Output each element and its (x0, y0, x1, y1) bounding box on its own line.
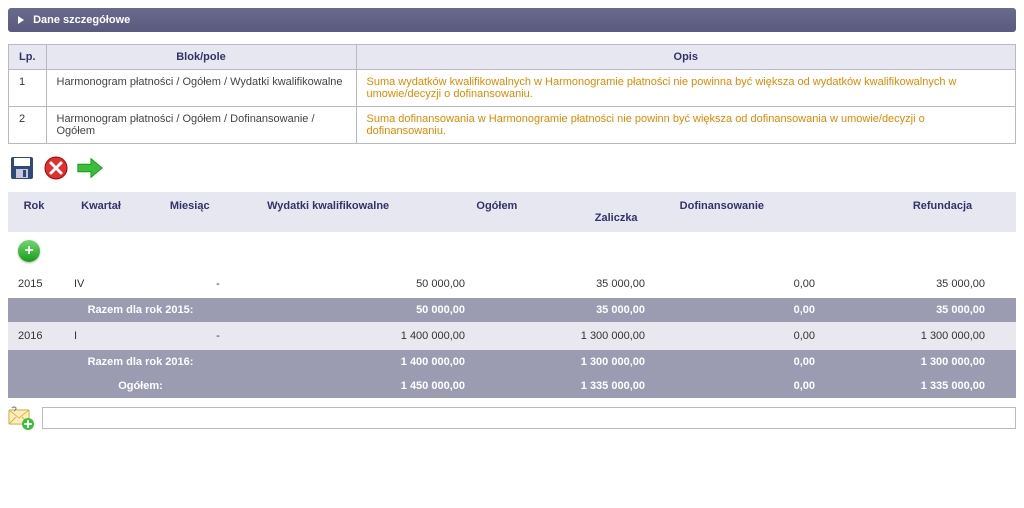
panel-header[interactable]: Dane szczegółowe (8, 8, 1016, 32)
total-zaliczka: 0,00 (663, 380, 833, 392)
col-ogolem: Ogółem (419, 200, 575, 224)
sum-ogolem: 35 000,00 (483, 304, 663, 316)
cell-blok: Harmonogram płatności / Ogółem / Dofinan… (46, 107, 356, 144)
cell-ogolem: 1 300 000,00 (483, 330, 663, 342)
attach-note-button[interactable] (8, 406, 36, 430)
grid-row: 2016 I - 1 400 000,00 1 300 000,00 0,00 … (8, 322, 1016, 350)
col-kwartal: Kwartał (60, 200, 142, 224)
cell-rok: 2016 (8, 330, 68, 342)
next-button[interactable] (76, 154, 104, 182)
mail-add-icon (8, 406, 36, 430)
total-ogolem: 1 335 000,00 (483, 380, 663, 392)
details-table: Lp. Blok/pole Opis 1 Harmonogram płatnoś… (8, 44, 1016, 144)
cell-lp: 2 (9, 107, 47, 144)
cell-blok: Harmonogram płatności / Ogółem / Wydatki… (46, 70, 356, 107)
cell-wydatki: 1 400 000,00 (273, 330, 483, 342)
cell-refundacja: 35 000,00 (833, 278, 1003, 290)
cell-zaliczka: 0,00 (663, 278, 833, 290)
plus-icon: + (24, 242, 33, 259)
total-label: Ogółem: (8, 380, 273, 392)
cell-refundacja: 1 300 000,00 (833, 330, 1003, 342)
cell-lp: 1 (9, 70, 47, 107)
footer (8, 406, 1016, 430)
cell-wydatki: 50 000,00 (273, 278, 483, 290)
col-opis: Opis (356, 45, 1016, 70)
sum-wydatki: 50 000,00 (273, 304, 483, 316)
table-row: 2 Harmonogram płatności / Ogółem / Dofin… (9, 107, 1016, 144)
sum-row: Razem dla rok 2015: 50 000,00 35 000,00 … (8, 298, 1016, 322)
col-dofinansowanie: Dofinansowanie (575, 200, 869, 212)
arrow-right-icon (76, 155, 104, 181)
sum-label: Razem dla rok 2015: (8, 304, 273, 316)
cell-kwartal: IV (68, 278, 163, 290)
cell-miesiac: - (163, 330, 273, 342)
cancel-icon (43, 155, 69, 181)
panel-title: Dane szczegółowe (33, 14, 130, 26)
floppy-icon (9, 155, 35, 181)
cell-kwartal: I (68, 330, 163, 342)
sum-zaliczka: 0,00 (663, 356, 833, 368)
sum-wydatki: 1 400 000,00 (273, 356, 483, 368)
sum-label: Razem dla rok 2016: (8, 356, 273, 368)
cancel-button[interactable] (42, 154, 70, 182)
sum-row: Razem dla rok 2016: 1 400 000,00 1 300 0… (8, 350, 1016, 374)
add-button[interactable]: + (18, 240, 40, 262)
cell-opis: Suma dofinansowania w Harmonogramie płat… (356, 107, 1016, 144)
toolbar (8, 154, 1016, 182)
sum-ogolem: 1 300 000,00 (483, 356, 663, 368)
col-zaliczka: Zaliczka (595, 212, 638, 224)
cell-zaliczka: 0,00 (663, 330, 833, 342)
grid-header: Rok Kwartał Miesiąc Wydatki kwalifikowal… (8, 192, 1016, 232)
sum-refundacja: 1 300 000,00 (833, 356, 1003, 368)
sum-zaliczka: 0,00 (663, 304, 833, 316)
col-refundacja: Refundacja (869, 200, 1016, 224)
cell-opis: Suma wydatków kwalifikowalnych w Harmono… (356, 70, 1016, 107)
col-dofinansowanie-group: Dofinansowanie Zaliczka (575, 200, 869, 224)
expand-arrow-icon (18, 16, 24, 24)
total-row: Ogółem: 1 450 000,00 1 335 000,00 0,00 1… (8, 374, 1016, 398)
col-lp: Lp. (9, 45, 47, 70)
cell-ogolem: 35 000,00 (483, 278, 663, 290)
col-wydatki: Wydatki kwalifikowalne (237, 200, 419, 224)
note-input[interactable] (42, 407, 1016, 429)
col-miesiac: Miesiąc (142, 200, 237, 224)
cell-rok: 2015 (8, 278, 68, 290)
save-button[interactable] (8, 154, 36, 182)
table-row: 1 Harmonogram płatności / Ogółem / Wydat… (9, 70, 1016, 107)
sum-refundacja: 35 000,00 (833, 304, 1003, 316)
total-wydatki: 1 450 000,00 (273, 380, 483, 392)
col-blok: Blok/pole (46, 45, 356, 70)
col-rok: Rok (8, 200, 60, 224)
add-row: + (8, 232, 1016, 270)
cell-miesiac: - (163, 278, 273, 290)
grid-row: 2015 IV - 50 000,00 35 000,00 0,00 35 00… (8, 270, 1016, 298)
total-refundacja: 1 335 000,00 (833, 380, 1003, 392)
